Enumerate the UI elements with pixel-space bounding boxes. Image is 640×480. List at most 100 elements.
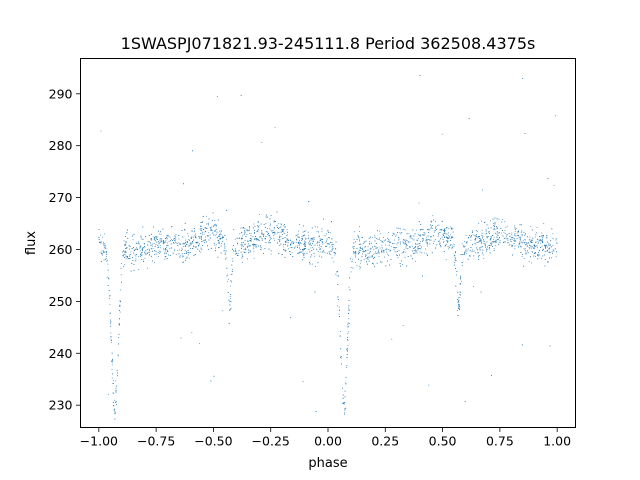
data-point [206,241,207,243]
data-point [228,299,230,301]
data-point [394,247,396,249]
data-point [296,235,298,236]
data-point [324,235,326,237]
data-point [396,251,398,252]
data-point [494,232,496,234]
data-point [174,239,176,241]
data-point [263,235,264,237]
data-point [144,257,146,259]
data-point [230,294,232,296]
data-point [181,253,183,254]
data-point [394,251,396,253]
data-point [451,248,453,250]
data-point [302,237,303,239]
data-point [396,254,398,256]
data-point [304,242,305,244]
data-point [235,251,237,253]
data-point [254,244,256,246]
data-point [373,253,375,255]
data-point [166,245,168,246]
data-point [553,184,555,186]
data-point [417,238,419,240]
data-point [409,234,411,236]
data-point [430,239,432,241]
data-point [159,239,161,241]
data-point [345,407,347,409]
data-point [521,235,523,236]
data-point [533,247,535,249]
data-point [497,232,499,234]
data-point [486,233,488,234]
data-point [158,241,159,243]
data-point [446,236,447,238]
data-point [200,232,202,234]
data-point [241,237,243,239]
data-point [287,242,289,243]
data-point [210,229,212,231]
data-point [103,245,105,246]
data-point [499,237,500,239]
data-point [416,250,417,252]
data-point [371,255,373,257]
data-point [157,239,158,240]
data-point [297,233,299,235]
data-point [244,247,246,249]
data-point [465,234,467,236]
data-point [321,241,323,242]
data-point [375,246,377,248]
data-point [218,246,220,248]
data-point [313,252,315,254]
data-point [170,243,172,245]
data-point [231,271,233,272]
data-point [505,226,507,228]
data-point [362,253,363,255]
data-point [338,306,340,308]
data-point [143,251,145,253]
data-point [186,251,187,253]
data-point [442,238,444,240]
data-point [157,251,159,253]
data-point [111,360,113,361]
data-point [529,244,530,246]
data-point [115,380,117,382]
data-point [254,233,256,234]
data-point [192,242,193,244]
data-point [197,248,199,250]
data-point [328,251,330,252]
data-point [415,249,417,251]
data-point [428,232,429,233]
data-point [226,209,228,211]
data-point [176,243,178,245]
data-point [399,241,401,243]
data-point [451,227,452,229]
data-point [460,280,462,282]
data-point [409,236,411,238]
data-point [115,402,117,403]
data-point [303,231,305,232]
data-point [374,253,376,255]
data-point [360,260,362,262]
data-point [448,228,450,229]
data-point [200,251,202,253]
data-point [381,240,383,242]
data-point [403,242,405,244]
data-point [160,231,161,233]
data-point [133,249,135,251]
data-point [281,228,283,230]
data-point [183,246,185,247]
data-point [399,263,401,264]
data-point [356,248,358,249]
data-point [401,260,402,262]
data-point [341,387,343,389]
data-point [200,226,202,227]
data-point [435,226,437,228]
data-point [457,315,459,316]
data-point [137,241,139,243]
data-point [338,275,339,277]
data-point [444,229,445,231]
data-point [154,254,155,255]
data-point [304,243,306,245]
data-point [331,249,333,251]
data-point [497,238,499,240]
data-point [365,250,366,251]
